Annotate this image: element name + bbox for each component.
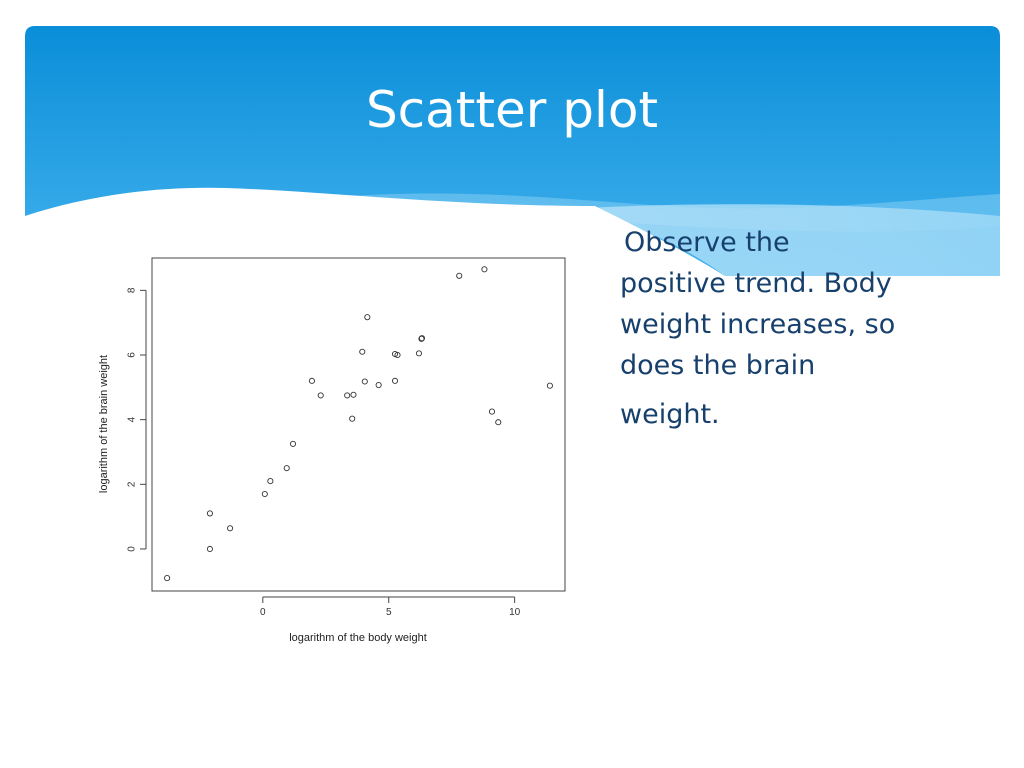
y-tick-label: 8 xyxy=(127,287,138,293)
data-point xyxy=(546,382,553,389)
data-point xyxy=(350,391,357,398)
data-point xyxy=(344,392,351,399)
data-point xyxy=(164,575,171,582)
data-point xyxy=(206,545,213,553)
x-tick-label: 0 xyxy=(260,607,266,618)
data-point xyxy=(456,272,463,279)
slide-body-text: Observe the positive trend. Body weight … xyxy=(620,222,920,435)
data-point xyxy=(267,478,274,485)
data-point xyxy=(394,351,401,359)
body-line-3: weight increases, so xyxy=(620,309,896,340)
y-tick-label: 2 xyxy=(127,481,138,487)
data-point xyxy=(289,440,297,447)
data-point xyxy=(361,378,368,385)
y-tick-label: 4 xyxy=(127,416,138,422)
x-axis-label: logarithm of the body weight xyxy=(289,632,427,644)
body-line-2: positive trend. Body xyxy=(620,268,892,299)
data-point xyxy=(488,408,496,415)
data-point xyxy=(227,525,234,532)
title-banner xyxy=(25,26,1000,276)
data-point xyxy=(359,348,366,355)
data-points xyxy=(164,266,553,582)
data-point xyxy=(261,490,268,498)
data-point xyxy=(364,314,371,321)
slide-title: Scatter plot xyxy=(365,81,659,139)
y-tick-label: 0 xyxy=(127,546,138,552)
data-point xyxy=(481,266,488,273)
y-axis: 0 2 4 6 8 xyxy=(127,287,147,552)
x-axis: 0 5 10 xyxy=(260,596,521,618)
body-line-5: weight. xyxy=(620,399,720,430)
data-point xyxy=(418,335,426,342)
body-line-1: Observe the xyxy=(624,227,790,258)
data-point xyxy=(308,377,315,384)
plot-frame xyxy=(151,257,566,592)
data-point xyxy=(349,415,356,422)
x-tick-label: 10 xyxy=(509,607,521,618)
data-point xyxy=(317,392,324,399)
data-point xyxy=(415,350,422,357)
y-axis-label: logarithm of the brain weight xyxy=(98,355,110,493)
body-line-4: does the brain xyxy=(620,350,816,381)
data-point xyxy=(391,377,399,384)
data-point xyxy=(206,510,213,517)
data-point xyxy=(283,465,290,472)
data-point xyxy=(375,382,382,389)
data-point xyxy=(495,419,502,426)
x-tick-label: 5 xyxy=(386,607,392,618)
y-tick-label: 6 xyxy=(127,352,138,358)
